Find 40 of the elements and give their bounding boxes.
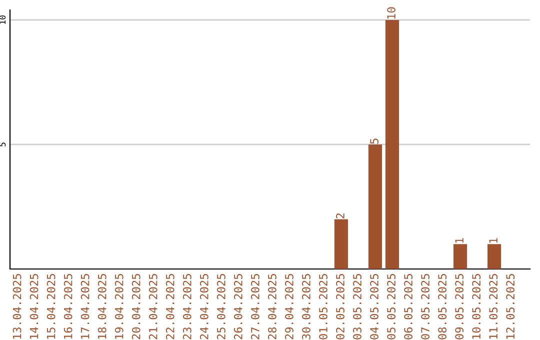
x-tick-label: 18.04.2025 bbox=[98, 274, 106, 339]
x-tick-label: 22.04.2025 bbox=[166, 274, 174, 340]
x-tick-label: 30.04.2025 bbox=[302, 274, 310, 340]
data-label: 1 bbox=[455, 238, 464, 243]
bar bbox=[334, 219, 348, 269]
x-tick-label: 12.05.2025 bbox=[506, 274, 515, 339]
x-tick-label: 10.05.2025 bbox=[472, 274, 481, 339]
x-tick-label: 03.05.2025 bbox=[353, 274, 362, 340]
data-label: 1 bbox=[489, 238, 498, 243]
x-tick-label: 09.05.2025 bbox=[455, 274, 464, 340]
x-tick-label: 26.04.2025 bbox=[234, 274, 242, 340]
bar bbox=[385, 20, 400, 269]
x-tick-label: 14.04.2025 bbox=[30, 274, 38, 339]
bar bbox=[487, 244, 502, 269]
x-tick-label: 05.05.2025 bbox=[387, 274, 396, 340]
x-tick-label: 24.04.2025 bbox=[200, 274, 208, 340]
x-tick-label: 28.04.2025 bbox=[268, 274, 276, 340]
x-tick-label: 15.04.2025 bbox=[46, 274, 56, 339]
x-tick-label: 13.04.2025 bbox=[12, 274, 22, 339]
data-label: 10 bbox=[387, 7, 396, 19]
x-tick-label: 02.05.2025 bbox=[336, 274, 344, 340]
bar bbox=[453, 244, 468, 269]
data-label: 5 bbox=[370, 138, 378, 144]
x-tick-label: 07.05.2025 bbox=[421, 274, 430, 340]
x-tick-label: 06.05.2025 bbox=[404, 274, 412, 340]
x-tick-label: 27.04.2025 bbox=[250, 274, 260, 340]
x-tick-label: 23.04.2025 bbox=[182, 274, 192, 340]
x-tick-label: 16.04.2025 bbox=[64, 274, 72, 339]
x-tick-label: 11.05.2025 bbox=[489, 274, 498, 339]
bar bbox=[368, 144, 382, 269]
x-tick-label: 29.04.2025 bbox=[285, 274, 294, 340]
x-tick-label: 17.04.2025 bbox=[80, 274, 90, 339]
x-tick-label: 04.05.2025 bbox=[370, 274, 378, 340]
x-tick-label: 20.04.2025 bbox=[132, 274, 140, 340]
x-tick-label: 19.04.2025 bbox=[114, 274, 124, 339]
x-tick-label: 25.04.2025 bbox=[216, 274, 226, 340]
x-tick-label: 08.05.2025 bbox=[438, 274, 446, 340]
x-tick-label: 01.05.2025 bbox=[319, 274, 328, 340]
x-tick-label: 21.04.2025 bbox=[148, 274, 158, 340]
data-label: 2 bbox=[336, 213, 344, 218]
